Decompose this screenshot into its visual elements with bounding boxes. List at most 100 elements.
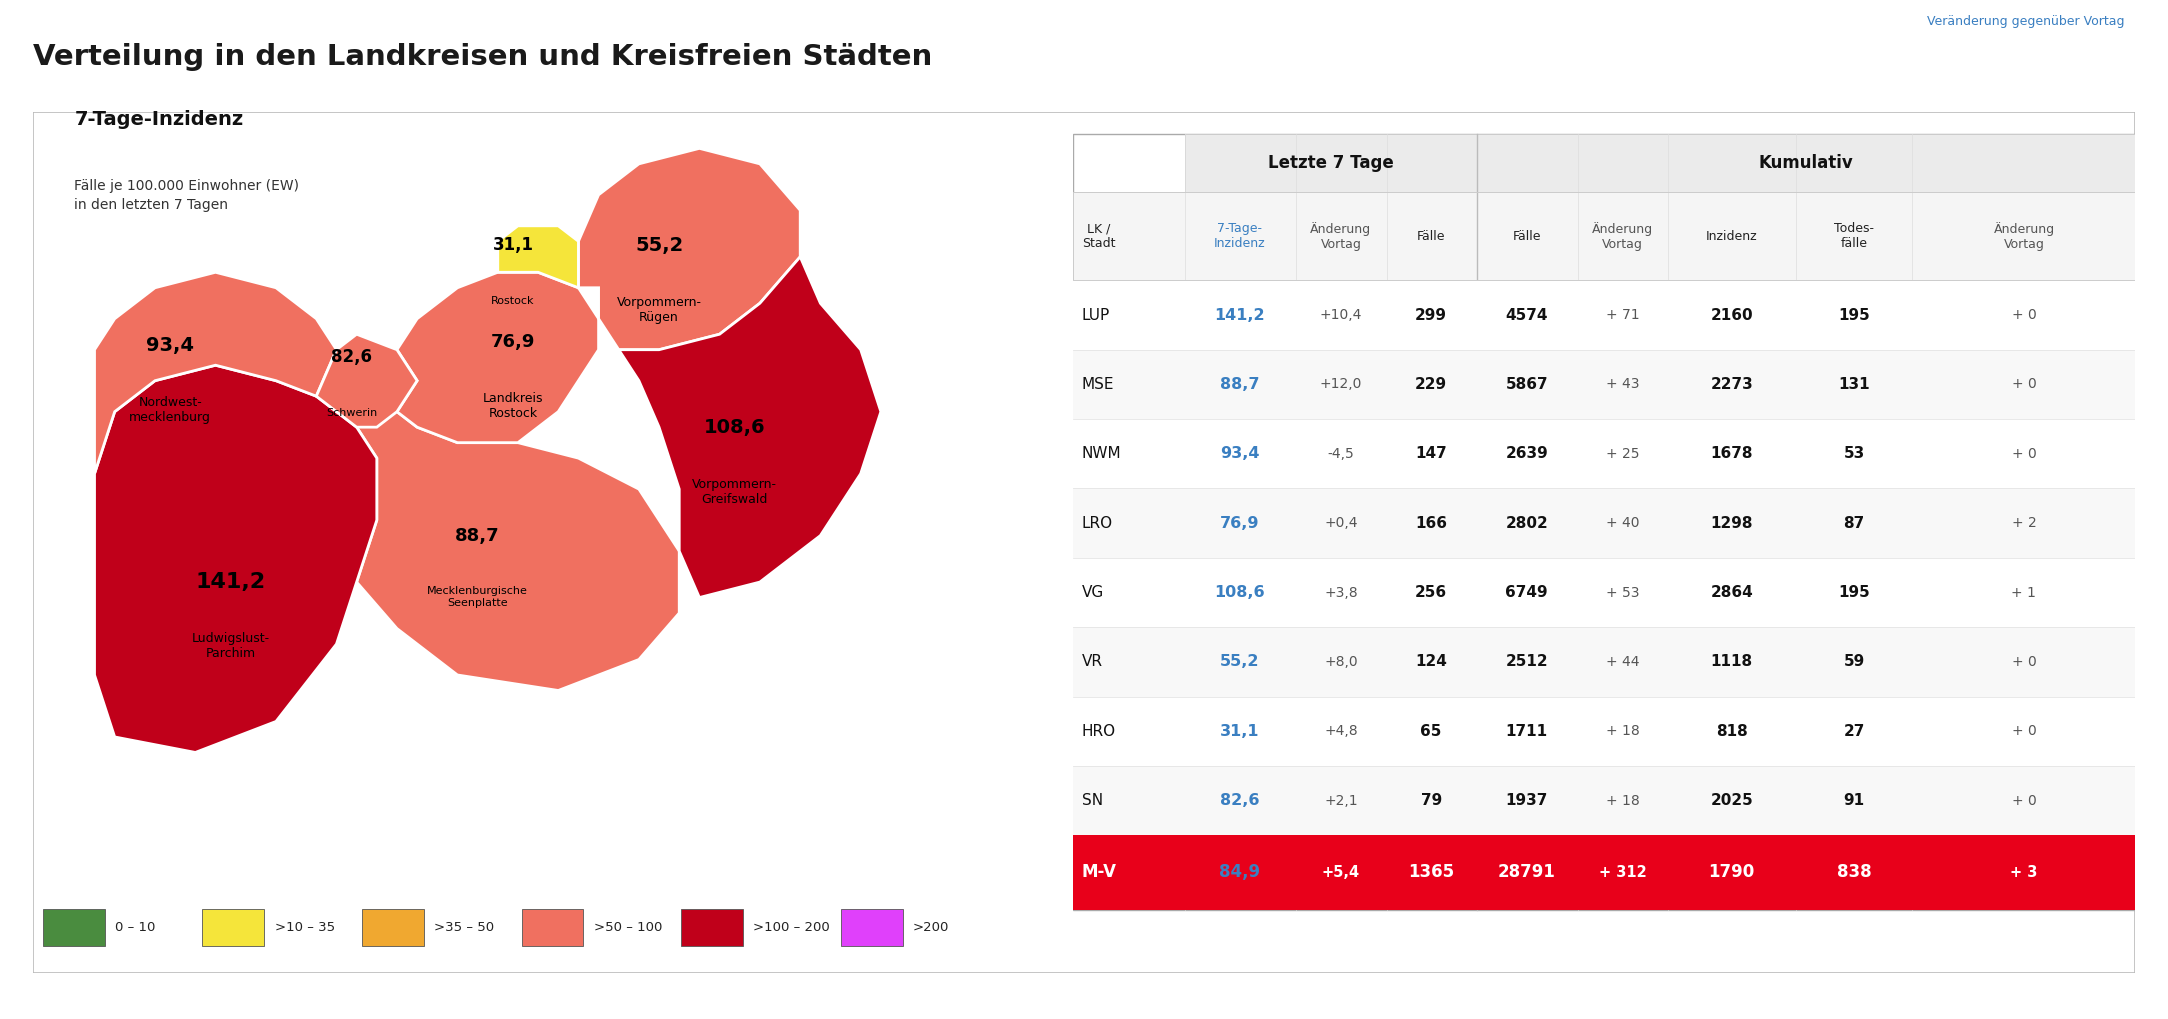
Text: 2025: 2025 bbox=[1711, 793, 1754, 808]
FancyBboxPatch shape bbox=[362, 909, 423, 946]
Text: + 18: + 18 bbox=[1606, 794, 1639, 808]
FancyBboxPatch shape bbox=[1073, 836, 2135, 910]
Text: Fälle: Fälle bbox=[1513, 229, 1541, 243]
FancyBboxPatch shape bbox=[1073, 350, 2135, 419]
Text: LRO: LRO bbox=[1082, 516, 1112, 531]
Text: 299: 299 bbox=[1416, 308, 1448, 323]
Polygon shape bbox=[95, 365, 377, 752]
Polygon shape bbox=[579, 149, 800, 350]
Text: 147: 147 bbox=[1416, 446, 1446, 462]
FancyBboxPatch shape bbox=[1476, 135, 2135, 192]
Text: LUP: LUP bbox=[1082, 308, 1110, 323]
Text: 1790: 1790 bbox=[1708, 863, 1754, 881]
Text: + 0: + 0 bbox=[2012, 308, 2036, 322]
Text: Landkreis
Rostock: Landkreis Rostock bbox=[483, 392, 544, 420]
Text: 124: 124 bbox=[1416, 654, 1446, 669]
Text: 27: 27 bbox=[1843, 723, 1864, 739]
Text: + 1: + 1 bbox=[2012, 586, 2036, 599]
Text: 2512: 2512 bbox=[1505, 654, 1548, 669]
Text: 108,6: 108,6 bbox=[705, 418, 765, 437]
Text: + 2: + 2 bbox=[2012, 517, 2036, 530]
Text: 7-Tage-
Inzidenz: 7-Tage- Inzidenz bbox=[1214, 222, 1266, 250]
Polygon shape bbox=[397, 272, 598, 442]
FancyBboxPatch shape bbox=[1073, 192, 2135, 280]
Polygon shape bbox=[317, 334, 679, 691]
Text: 88,7: 88,7 bbox=[1221, 377, 1260, 392]
Text: Änderung
Vortag: Änderung Vortag bbox=[1591, 221, 1652, 251]
Text: +4,8: +4,8 bbox=[1325, 725, 1357, 738]
Text: 55,2: 55,2 bbox=[635, 235, 683, 255]
Text: + 0: + 0 bbox=[2012, 725, 2036, 738]
Text: 2802: 2802 bbox=[1505, 516, 1548, 531]
FancyBboxPatch shape bbox=[1073, 135, 2135, 910]
Text: 82,6: 82,6 bbox=[332, 348, 373, 367]
Polygon shape bbox=[317, 334, 416, 427]
Text: Fälle je 100.000 Einwohner (EW)
in den letzten 7 Tagen: Fälle je 100.000 Einwohner (EW) in den l… bbox=[74, 179, 299, 212]
FancyBboxPatch shape bbox=[33, 112, 2135, 973]
Text: 87: 87 bbox=[1843, 516, 1864, 531]
Text: +12,0: +12,0 bbox=[1320, 377, 1362, 391]
Text: LK /
Stadt: LK / Stadt bbox=[1082, 222, 1114, 250]
Text: + 25: + 25 bbox=[1606, 446, 1639, 461]
FancyBboxPatch shape bbox=[1073, 280, 2135, 350]
Text: 4574: 4574 bbox=[1505, 308, 1548, 323]
Text: 82,6: 82,6 bbox=[1221, 793, 1260, 808]
Text: Vorpommern-
Greifswald: Vorpommern- Greifswald bbox=[692, 478, 776, 505]
Text: 93,4: 93,4 bbox=[1221, 446, 1260, 462]
Text: 166: 166 bbox=[1416, 516, 1448, 531]
Text: Rostock: Rostock bbox=[492, 296, 535, 306]
Text: 1678: 1678 bbox=[1711, 446, 1754, 462]
Text: 229: 229 bbox=[1416, 377, 1448, 392]
Text: 6749: 6749 bbox=[1505, 585, 1548, 600]
Text: MSE: MSE bbox=[1082, 377, 1114, 392]
Text: + 43: + 43 bbox=[1606, 377, 1639, 391]
Text: 53: 53 bbox=[1843, 446, 1864, 462]
Text: NWM: NWM bbox=[1082, 446, 1121, 462]
Text: 838: 838 bbox=[1836, 863, 1871, 881]
Text: + 40: + 40 bbox=[1606, 517, 1639, 530]
Text: 91: 91 bbox=[1843, 793, 1864, 808]
Text: 88,7: 88,7 bbox=[455, 527, 501, 544]
Text: 141,2: 141,2 bbox=[1214, 308, 1266, 323]
FancyBboxPatch shape bbox=[1073, 557, 2135, 627]
Polygon shape bbox=[618, 257, 880, 597]
Text: SN: SN bbox=[1082, 793, 1104, 808]
FancyBboxPatch shape bbox=[43, 909, 104, 946]
Text: 141,2: 141,2 bbox=[195, 572, 267, 592]
Text: 1711: 1711 bbox=[1507, 723, 1548, 739]
Text: 1118: 1118 bbox=[1711, 654, 1754, 669]
Text: Ludwigslust-
Parchim: Ludwigslust- Parchim bbox=[191, 633, 269, 660]
Text: >35 – 50: >35 – 50 bbox=[434, 921, 494, 933]
Text: 818: 818 bbox=[1715, 723, 1747, 739]
Text: 65: 65 bbox=[1420, 723, 1442, 739]
FancyBboxPatch shape bbox=[1073, 419, 2135, 488]
Text: + 71: + 71 bbox=[1606, 308, 1639, 322]
Text: Todes-
fälle: Todes- fälle bbox=[1834, 222, 1873, 250]
Text: Inzidenz: Inzidenz bbox=[1706, 229, 1758, 243]
Text: VR: VR bbox=[1082, 654, 1104, 669]
Text: +0,4: +0,4 bbox=[1325, 517, 1357, 530]
Text: 76,9: 76,9 bbox=[490, 333, 535, 351]
Text: Änderung
Vortag: Änderung Vortag bbox=[1309, 221, 1372, 251]
Text: + 312: + 312 bbox=[1598, 865, 1646, 880]
FancyBboxPatch shape bbox=[1073, 488, 2135, 557]
Text: 2639: 2639 bbox=[1505, 446, 1548, 462]
Text: 55,2: 55,2 bbox=[1221, 654, 1260, 669]
Text: HRO: HRO bbox=[1082, 723, 1117, 739]
Polygon shape bbox=[95, 272, 336, 474]
Text: + 18: + 18 bbox=[1606, 725, 1639, 738]
Text: 108,6: 108,6 bbox=[1214, 585, 1266, 600]
Text: 1298: 1298 bbox=[1711, 516, 1754, 531]
Text: M-V: M-V bbox=[1082, 863, 1117, 881]
Text: + 3: + 3 bbox=[2010, 865, 2038, 880]
Text: 79: 79 bbox=[1420, 793, 1442, 808]
Text: -4,5: -4,5 bbox=[1327, 446, 1355, 461]
Text: +5,4: +5,4 bbox=[1322, 865, 1359, 880]
Text: Verteilung in den Landkreisen und Kreisfreien Städten: Verteilung in den Landkreisen und Kreisf… bbox=[33, 43, 932, 70]
FancyBboxPatch shape bbox=[202, 909, 264, 946]
Text: +8,0: +8,0 bbox=[1325, 655, 1357, 668]
Text: Nordwest-
mecklenburg: Nordwest- mecklenburg bbox=[130, 396, 210, 424]
FancyBboxPatch shape bbox=[681, 909, 744, 946]
Text: >100 – 200: >100 – 200 bbox=[752, 921, 830, 933]
Text: 76,9: 76,9 bbox=[1221, 516, 1260, 531]
